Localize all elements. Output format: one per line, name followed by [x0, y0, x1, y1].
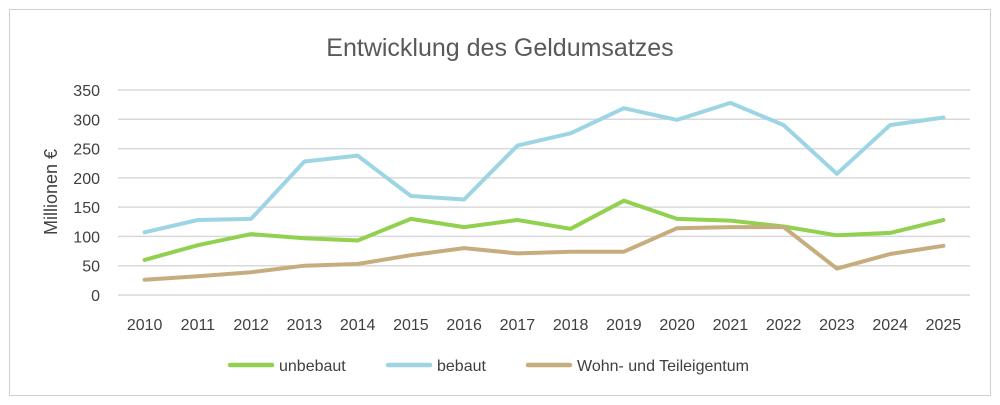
y-tick-label: 300	[73, 112, 100, 129]
chart-frame	[9, 9, 991, 396]
y-tick-label: 50	[82, 259, 100, 276]
x-tick-label: 2023	[819, 317, 855, 334]
legend-label: unbebaut	[279, 358, 346, 375]
series-line-bebaut	[142, 100, 946, 235]
y-tick-label: 100	[73, 229, 100, 246]
series-line-unbebaut	[142, 198, 946, 262]
x-tick-label: 2019	[606, 317, 642, 334]
chart-title: Entwicklung des Geldumsatzes	[326, 34, 673, 62]
x-tick-label: 2015	[393, 317, 429, 334]
x-tick-label: 2025	[926, 317, 962, 334]
y-tick-label: 200	[73, 171, 100, 188]
x-tick-label: 2018	[553, 317, 589, 334]
x-tick-label: 2017	[500, 317, 536, 334]
legend-label: Wohn- und Teileigentum	[577, 358, 749, 375]
x-tick-label: 2011	[181, 317, 216, 334]
y-axis-title: Millionen €	[41, 149, 61, 235]
x-tick-label: 2020	[659, 317, 695, 334]
x-tick-label: 2022	[766, 317, 802, 334]
gridlines	[118, 89, 970, 296]
legend-label: bebaut	[437, 358, 486, 375]
y-tick-label: 150	[73, 200, 100, 217]
series-line-wohn-und-teileigentum	[142, 225, 946, 282]
x-tick-label: 2016	[446, 317, 482, 334]
x-tick-label: 2021	[713, 317, 749, 334]
y-tick-label: 0	[91, 288, 100, 305]
y-tick-label: 250	[73, 142, 100, 159]
y-axis-ticks: 0 50 100 150 200 250 300 350	[73, 83, 100, 305]
x-tick-label: 2024	[872, 317, 908, 334]
legend: unbebaut bebaut Wohn- und Teileigentum	[227, 358, 749, 375]
x-tick-label: 2013	[287, 317, 323, 334]
x-tick-label: 2012	[233, 317, 269, 334]
series-lines	[142, 100, 946, 282]
x-axis-ticks: 2010 2011 2012 2013 2014 2015 2016 2017 2018 2019…	[127, 317, 961, 334]
x-tick-label: 2014	[340, 317, 376, 334]
x-tick-label: 2010	[127, 317, 163, 334]
y-tick-label: 350	[73, 83, 100, 100]
